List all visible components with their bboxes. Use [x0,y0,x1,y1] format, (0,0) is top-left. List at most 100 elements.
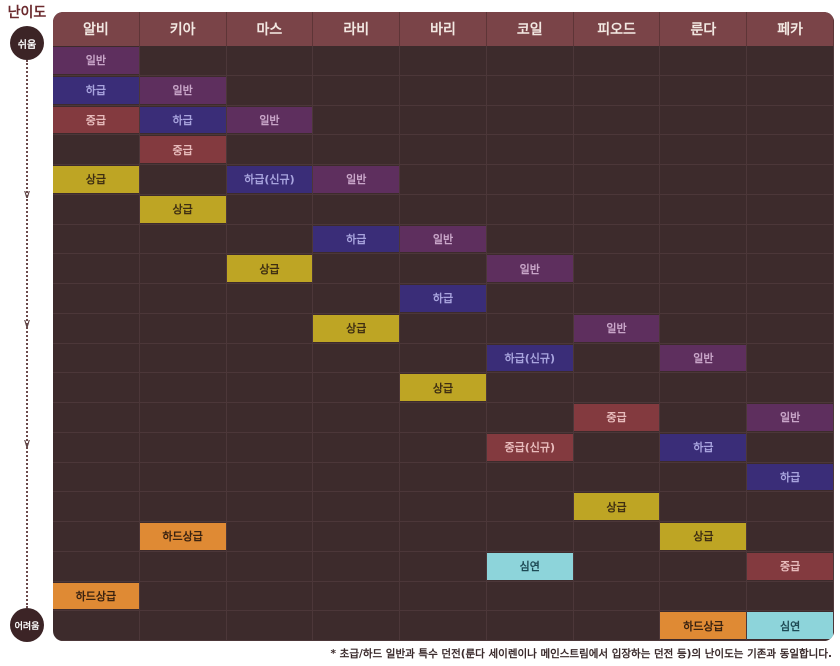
grid-cell [139,343,227,374]
grid-cell [400,462,487,493]
difficulty-block: 일반 [400,225,486,253]
difficulty-block: 상급 [660,523,747,550]
grid-cell [139,432,227,463]
grid-cell [660,432,748,463]
grid-cell [573,254,661,284]
easy-badge: 쉬움 [10,26,44,60]
grid-cell [313,165,401,195]
difficulty-block: 일반 [486,255,573,282]
grid-cell [313,551,401,582]
difficulty-block: 하급 [313,225,400,253]
grid-cell [139,551,227,582]
grid-cell [53,165,140,195]
grid-cell [573,462,661,493]
grid-cell [660,224,748,255]
difficulty-grid: 알비 키아 마스 라비 바리 코일 피오드 룬다 페카 일반 하급 중급 상급 하드상급 일반 하급 중급 상급 하… [53,12,834,641]
grid-cell [139,522,227,552]
grid-cell [226,194,314,225]
grid-cell [226,75,314,106]
grid-cell [573,403,661,433]
grid-cell [226,611,314,641]
grid-cell [400,105,487,136]
grid-cell [660,343,748,374]
grid-cell [486,462,574,493]
difficulty-block: 일반 [226,106,313,134]
difficulty-block: 중급 [747,552,833,580]
grid-cell [660,75,748,106]
grid-cell [139,581,227,612]
grid-cell [226,135,314,165]
grid-cell [486,313,574,344]
grid-cell [573,581,661,612]
difficulty-block: 심연 [747,612,833,639]
grid-cell [573,611,661,641]
grid-cell [400,313,487,344]
grid-cell [747,373,834,403]
grid-cell [226,46,314,76]
grid-cell [573,224,661,255]
grid-cell [139,75,227,106]
grid-cell [486,75,574,106]
grid-cell [400,551,487,582]
difficulty-block: 상급 [400,374,486,401]
grid-cell [400,284,487,314]
chevron-down-icon: ∨ [22,316,32,330]
grid-cell [747,254,834,284]
grid-cell [486,224,574,255]
column-header: 페카 [747,12,834,46]
grid-cell [660,135,748,165]
grid-cell [400,403,487,433]
grid-cell [486,492,574,522]
column-header: 피오드 [573,12,661,46]
grid-cell [313,135,401,165]
grid-cell [486,373,574,403]
grid-cell [400,432,487,463]
grid-cell [486,551,574,582]
grid-cell [573,522,661,552]
grid-cell [486,522,574,552]
grid-cell [53,343,140,374]
difficulty-block: 일반 [747,404,833,431]
grid-cell [747,46,834,76]
difficulty-block: 일반 [313,166,400,193]
difficulty-table: 알비 키아 마스 라비 바리 코일 피오드 룬다 페카 일반 하급 중급 상급 하드상급 일반 하급 중급 상급 하… [53,12,834,641]
grid-cell [747,194,834,225]
grid-cell [400,254,487,284]
grid-cell [486,284,574,314]
column-header: 바리 [400,12,487,46]
grid-cell [313,403,401,433]
grid-cell [400,492,487,522]
grid-cell [53,611,140,641]
difficulty-block: 중급(신규) [486,433,573,461]
grid-cell [226,462,314,493]
difficulty-block: 중급 [139,136,226,163]
grid-cell [660,551,748,582]
grid-cell [400,343,487,374]
grid-cell [486,611,574,641]
grid-cell [226,522,314,552]
difficulty-block: 중급 [53,106,139,134]
difficulty-block: 상급 [53,166,139,193]
grid-cell [53,581,140,612]
grid-cell [400,165,487,195]
difficulty-block: 상급 [573,493,660,520]
difficulty-block: 하급 [660,433,747,461]
grid-cell [660,194,748,225]
grid-cell [400,522,487,552]
grid-cell [747,313,834,344]
grid-cell [747,105,834,136]
grid-cell [226,165,314,195]
difficulty-block: 일반 [573,314,660,342]
grid-cell [313,284,401,314]
column-header: 알비 [53,12,140,46]
column-header: 마스 [226,12,314,46]
grid-cell [139,135,227,165]
grid-cell [313,343,401,374]
grid-cell [573,313,661,344]
grid-cell [660,105,748,136]
grid-cell [400,581,487,612]
grid-cell [400,224,487,255]
grid-cell [747,462,834,493]
grid-cell [313,46,401,76]
grid-cell [313,254,401,284]
